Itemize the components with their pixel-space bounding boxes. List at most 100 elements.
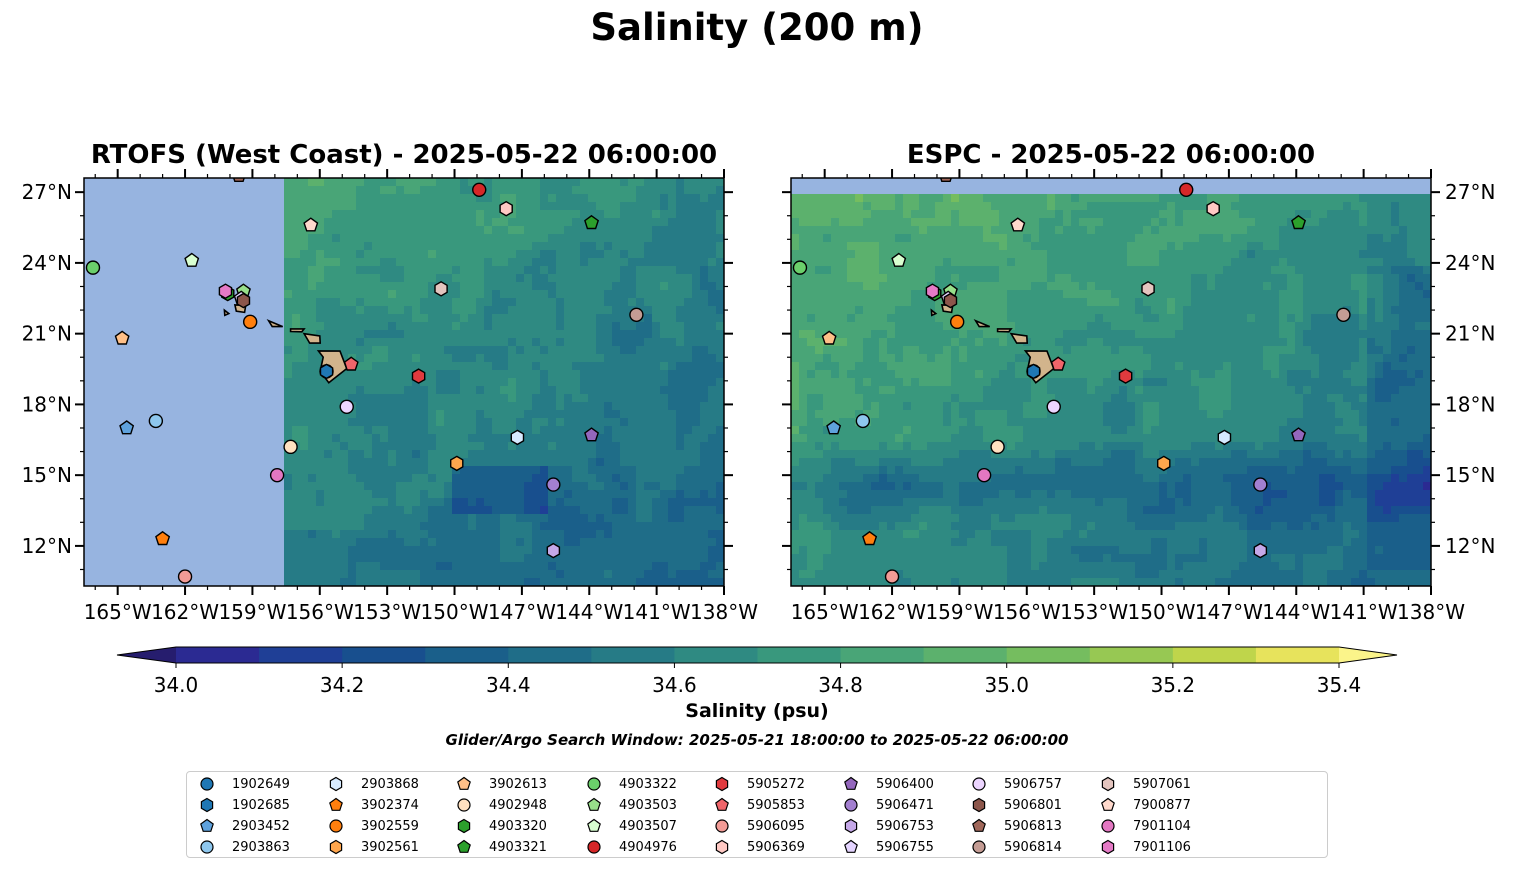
lon-tick-label: 144°W — [1262, 600, 1330, 624]
platform-2903868-marker — [510, 429, 525, 446]
lat-tick-label: 24°N — [1445, 251, 1495, 275]
legend-marker-icon — [972, 818, 986, 832]
island-3 — [973, 319, 991, 328]
platform-5906813-marker — [940, 178, 952, 183]
island-5 — [930, 308, 938, 317]
lon-tick-label: 141°W — [623, 600, 691, 624]
legend-label: 4903503 — [619, 797, 677, 813]
legend-item-3902374: 3902374 — [326, 795, 419, 815]
colorbar-tick-label: 35.0 — [984, 673, 1029, 697]
legend-item-4904976: 4904976 — [584, 837, 677, 857]
espc-field — [791, 178, 1431, 586]
legend-label: 5906400 — [876, 776, 934, 792]
lon-tick-label: 138°W — [1397, 600, 1465, 624]
legend-label: 5906801 — [1004, 797, 1062, 813]
legend-item-5906813: 5906813 — [969, 816, 1062, 836]
legend-item-5906753: 5906753 — [841, 816, 934, 836]
legend-item-1902649: 1902649 — [197, 774, 290, 794]
legend-marker-icon — [715, 819, 729, 833]
island-5 — [223, 308, 231, 317]
colorbar: 34.0 34.2 34.4 34.6 34.8 35.0 35.2 35.4 — [116, 646, 1398, 697]
legend-marker-icon — [844, 776, 858, 790]
colorbar-segment — [342, 647, 426, 663]
island-2 — [996, 328, 1013, 333]
legend-item-5906400: 5906400 — [841, 774, 934, 794]
platform-7901106-marker — [925, 283, 940, 300]
lon-tick-label: 165°W — [791, 600, 859, 624]
lon-tick-label: 156°W — [286, 600, 354, 624]
platform-5905853-marker — [1050, 356, 1066, 371]
lon-tick-label: 153°W — [353, 600, 421, 624]
legend-marker-icon — [200, 797, 214, 813]
platform-4903507-marker — [184, 252, 200, 267]
colorbar-tick-label: 34.2 — [320, 673, 365, 697]
colorbar-tick-label: 34.6 — [652, 673, 697, 697]
platform-3902613-marker — [114, 330, 130, 345]
colorbar-segment — [840, 647, 925, 663]
legend-label: 1902685 — [232, 797, 290, 813]
legend-item-5907061: 5907061 — [1098, 774, 1191, 794]
lat-tick-label: 15°N — [22, 463, 72, 487]
lat-tick-label: 15°N — [1445, 463, 1495, 487]
colorbar-over-extend — [1339, 647, 1397, 663]
legend-label: 5906369 — [747, 839, 805, 855]
legend-item-3902561: 3902561 — [326, 837, 419, 857]
colorbar-under-extend — [117, 647, 176, 663]
platform-2903863-marker — [148, 413, 164, 429]
island-2 — [289, 328, 306, 333]
legend-label: 4902948 — [489, 797, 547, 813]
platform-3902559-marker — [242, 314, 258, 330]
legend-item-5905272: 5905272 — [712, 774, 805, 794]
platform-4903507-marker — [891, 252, 907, 267]
legend-marker-icon — [1101, 797, 1115, 811]
legend-item-2903452: 2903452 — [197, 816, 290, 836]
platform-2903863-marker — [855, 413, 871, 429]
rtofs-panel-title: RTOFS (West Coast) - 2025-05-22 06:00:00 — [90, 140, 718, 170]
legend-item-7900877: 7900877 — [1098, 795, 1191, 815]
legend-marker-icon — [457, 776, 471, 790]
lat-tick-label: 24°N — [22, 251, 72, 275]
legend-item-4903322: 4903322 — [584, 774, 677, 794]
platform-3902561-marker — [1156, 455, 1171, 472]
platform-5906753-marker — [1253, 542, 1268, 559]
platform-5906814-marker — [629, 307, 644, 322]
platform-5906471-marker — [546, 477, 561, 492]
platform-4903322-marker — [85, 260, 101, 275]
colorbar-tick-label: 35.4 — [1317, 673, 1362, 697]
legend-item-3902613: 3902613 — [454, 774, 547, 794]
platform-4902948-marker — [283, 439, 298, 455]
legend-label: 4903322 — [619, 776, 677, 792]
legend-label: 7901104 — [1133, 818, 1191, 834]
colorbar-segment — [757, 647, 842, 663]
legend-label: 3902374 — [361, 797, 419, 813]
legend-label: 7900877 — [1133, 797, 1191, 813]
lat-tick-label: 18°N — [22, 392, 72, 416]
lat-tick-label: 21°N — [1445, 322, 1495, 346]
colorbar-segment — [1172, 647, 1257, 663]
platform-5905272-marker — [411, 368, 426, 384]
lat-tick-label: 27°N — [1445, 180, 1495, 204]
legend-label: 4903321 — [489, 839, 547, 855]
legend-marker-icon — [457, 798, 471, 812]
legend-label: 1902649 — [232, 776, 290, 792]
colorbar-tick-label: 35.2 — [1151, 673, 1196, 697]
platform-5906757-marker — [339, 399, 354, 414]
platform-2903868-marker — [1217, 429, 1232, 446]
colorbar-tick-label: 34.0 — [154, 673, 199, 697]
platform-7900877-marker — [303, 217, 319, 232]
legend-marker-icon — [972, 797, 986, 813]
lon-tick-label: 147°W — [1195, 600, 1263, 624]
platform-4903322-marker — [792, 260, 808, 275]
lon-tick-label: 159°W — [218, 600, 286, 624]
island-1 — [1009, 332, 1029, 344]
legend-marker-icon — [329, 776, 343, 792]
legend-item-5906801: 5906801 — [969, 795, 1062, 815]
platform-legend: 1902649 1902685 2903452 2903863 2903868 39023… — [186, 771, 1328, 858]
platform-3902374-marker — [155, 530, 171, 546]
platform-5906369-marker — [1206, 200, 1220, 217]
legend-marker-icon — [1101, 776, 1115, 792]
platform-5906471-marker — [1253, 477, 1268, 492]
legend-marker-icon — [587, 818, 601, 832]
legend-label: 5905272 — [747, 776, 805, 792]
platform-7901104-marker — [976, 467, 992, 483]
